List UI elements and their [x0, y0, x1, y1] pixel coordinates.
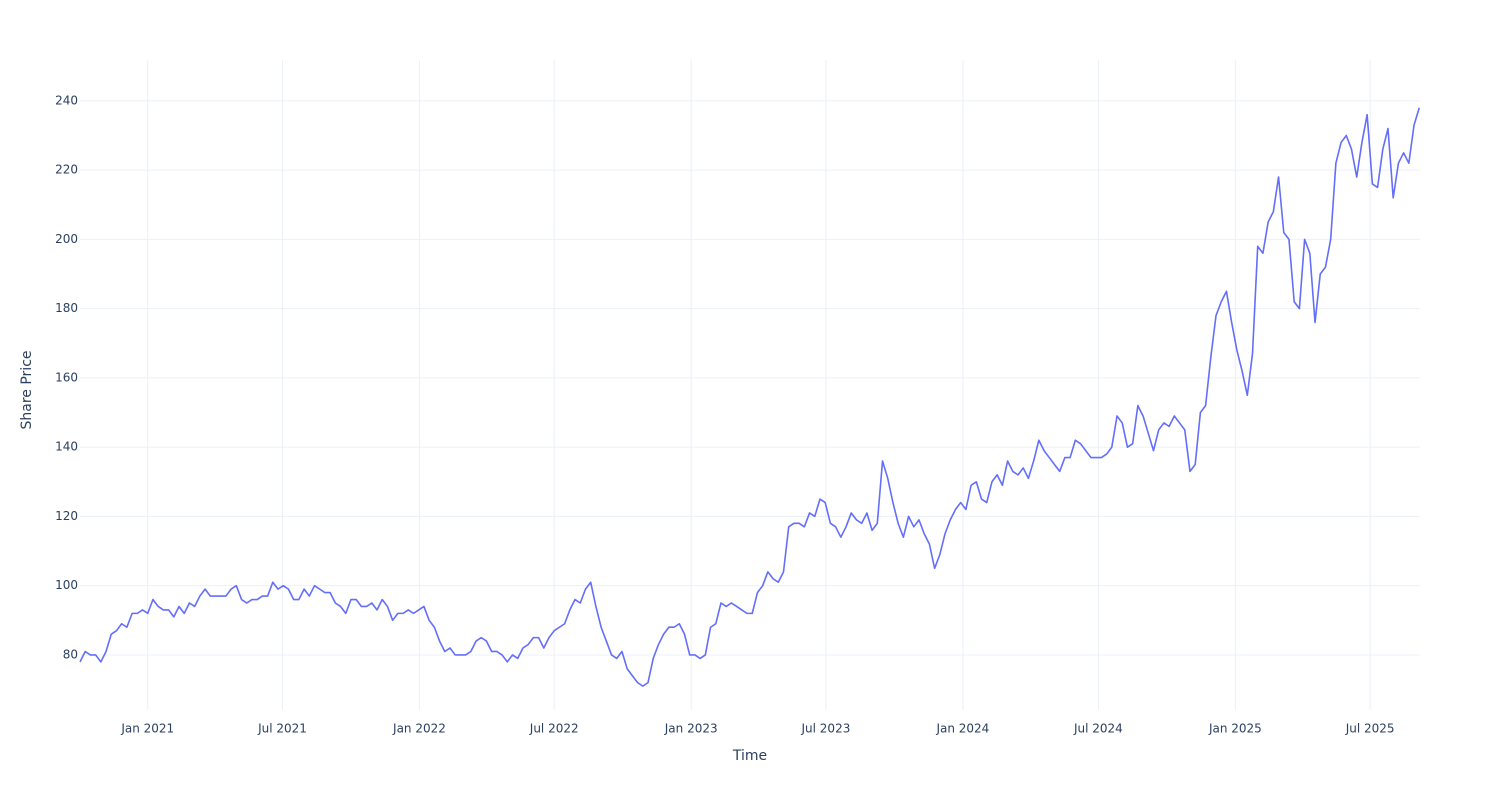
y-tick-label: 100 [55, 578, 78, 592]
y-tick-label: 200 [55, 232, 78, 246]
x-axis-title: Time [732, 748, 767, 764]
x-tick-label: Jan 2021 [120, 722, 174, 736]
y-tick-label: 160 [55, 370, 78, 384]
x-tick-label: Jan 2023 [664, 722, 718, 736]
x-tick-label: Jul 2021 [257, 722, 307, 736]
x-tick-label: Jul 2022 [529, 722, 579, 736]
x-tick-label: Jan 2025 [1208, 722, 1262, 736]
x-tick-label: Jul 2025 [1345, 722, 1395, 736]
x-tick-label: Jul 2023 [801, 722, 851, 736]
y-tick-label: 220 [55, 163, 78, 177]
x-tick-label: Jul 2024 [1073, 722, 1123, 736]
y-tick-label: 180 [55, 301, 78, 315]
y-tick-label: 120 [55, 509, 78, 523]
x-tick-label: Jan 2022 [392, 722, 446, 736]
price-line [79, 107, 1421, 687]
y-axis-title: Share Price [19, 350, 35, 429]
x-tick-label: Jan 2024 [935, 722, 989, 736]
y-tick-label: 80 [63, 647, 78, 661]
y-tick-label: 240 [55, 93, 78, 107]
y-tick-label: 140 [55, 440, 78, 454]
